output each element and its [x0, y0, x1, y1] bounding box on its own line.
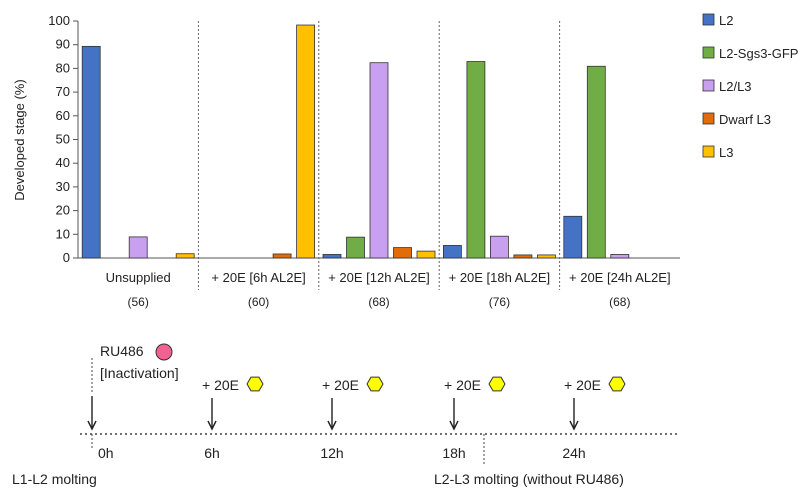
inactivation-label: [Inactivation] [100, 365, 179, 381]
l1-l2-molting-label: L1-L2 molting [12, 471, 97, 487]
sample-size-label: (68) [609, 295, 630, 309]
time-label: 0h [98, 445, 114, 461]
treatment-label: + 20E [444, 377, 481, 393]
legend-swatch [702, 112, 715, 125]
bar-l2-0 [81, 45, 101, 259]
bar-l2-4 [563, 215, 583, 259]
bar-l3-2 [416, 250, 436, 259]
category-label: + 20E [18h AL2E] [449, 270, 551, 285]
y-tick-label: 80 [56, 60, 70, 75]
y-tick-label: 70 [56, 84, 70, 99]
legend-swatch [702, 46, 715, 59]
bar-l2-sgs3-gfp-3 [466, 61, 486, 259]
ru486-label: RU486 [100, 343, 144, 359]
time-label: 6h [204, 445, 220, 461]
category-label: + 20E [6h AL2E] [211, 270, 305, 285]
sample-size-label: (68) [368, 295, 389, 309]
arrow-head-icon [87, 420, 97, 431]
legend-label: L2-Sgs3-GFP [719, 46, 798, 61]
y-tick-label: 10 [56, 226, 70, 241]
legend-label: L2 [719, 13, 733, 28]
bar-l2-l3-0 [128, 236, 148, 259]
legend: L2 L2-Sgs3-GFP L2/L3 Dwarf L3 L3 [702, 13, 798, 160]
category-label: Unsupplied [106, 270, 171, 285]
sample-size-label: (76) [489, 295, 510, 309]
time-label: 24h [562, 445, 585, 461]
timepoint-arrows [87, 396, 579, 431]
legend-swatch [702, 145, 715, 158]
y-tick-label: 50 [56, 132, 70, 147]
category-label: + 20E [24h AL2E] [569, 270, 671, 285]
hormone-hexagon-icon [366, 376, 384, 392]
treatment-label: + 20E [564, 377, 601, 393]
time-label: 18h [442, 445, 465, 461]
y-tick-label: 40 [56, 155, 70, 170]
arrow-head-icon [327, 420, 337, 431]
y-tick-label: 30 [56, 179, 70, 194]
bar-l2-2 [322, 254, 342, 259]
bar-l2-sgs3-gfp-2 [346, 236, 365, 259]
bar-dwarf-l3-1 [272, 253, 292, 259]
bar-l2-sgs3-gfp-4 [586, 65, 606, 259]
hormone-hexagon-icon [246, 376, 264, 392]
y-tick-label: 100 [48, 13, 70, 28]
bar-l3-3 [537, 254, 556, 259]
legend-swatch [702, 79, 715, 92]
bar-l2-l3-3 [489, 235, 509, 259]
bars [81, 24, 630, 259]
legend-swatch [702, 13, 715, 26]
bar-l2-l3-4 [610, 254, 630, 259]
arrow-head-icon [569, 420, 579, 431]
bar-chart: Developed stage (%) 0 10 20 30 40 50 60 70 80 90 1… [12, 13, 798, 309]
y-axis: 0 10 20 30 40 50 60 70 80 90 100 [48, 13, 680, 290]
bar-l2-l3-2 [369, 62, 389, 259]
ru486-marker-icon [155, 343, 173, 361]
timeline: RU486 [Inactivation] + 20E + 20E + 20E + 20… [12, 343, 680, 487]
legend-label: L2/L3 [719, 79, 752, 94]
legend-label: Dwarf L3 [719, 112, 771, 127]
y-tick-label: 20 [56, 203, 70, 218]
bar-l3-1 [296, 24, 316, 259]
sample-size-label: (60) [248, 295, 269, 309]
arrow-head-icon [449, 420, 459, 431]
time-label: 12h [320, 445, 343, 461]
treatment-label: + 20E [202, 377, 239, 393]
legend-label: L3 [719, 145, 733, 160]
y-tick-label: 60 [56, 108, 70, 123]
y-axis-label: Developed stage (%) [12, 79, 27, 200]
category-labels: Unsupplied (56) + 20E [6h AL2E] (60) + 20E [… [106, 270, 671, 309]
y-tick-label: 0 [63, 250, 70, 265]
sample-size-label: (56) [128, 295, 149, 309]
y-tick-label: 90 [56, 37, 70, 52]
time-labels: 0h 6h 12h 18h 24h [98, 445, 586, 461]
l2-l3-molting-label: L2-L3 molting (without RU486) [434, 471, 624, 487]
treatment-label: + 20E [322, 377, 359, 393]
arrow-head-icon [207, 420, 217, 431]
bar-l2-3 [442, 245, 462, 259]
category-label: + 20E [12h AL2E] [328, 270, 430, 285]
bar-dwarf-l3-3 [513, 254, 533, 259]
hormone-hexagon-icon [488, 376, 506, 392]
bar-l3-0 [175, 253, 195, 259]
hormone-hexagon-icon [608, 376, 626, 392]
treatment-labels: + 20E + 20E + 20E + 20E [202, 376, 626, 393]
bar-dwarf-l3-2 [393, 247, 412, 259]
